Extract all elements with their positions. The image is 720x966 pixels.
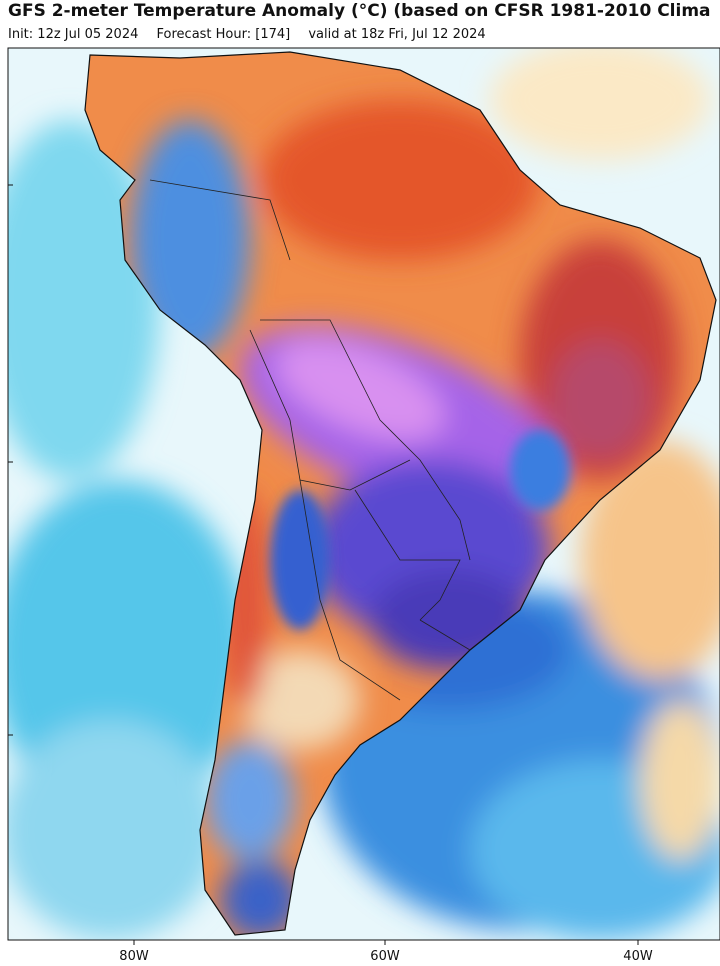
map-title: GFS 2-meter Temperature Anomaly (°C) (ba… <box>8 1 711 21</box>
valid-time: valid at 18z Fri, Jul 12 2024 <box>308 27 486 42</box>
init-time: Init: 12z Jul 05 2024 <box>8 27 139 42</box>
lon-label: 40W <box>623 949 653 964</box>
anomaly-field <box>8 48 720 940</box>
borders <box>149 179 471 701</box>
map-subtitle: Init: 12z Jul 05 2024 Forecast Hour: [17… <box>8 27 500 42</box>
lon-label: 60W <box>370 949 400 964</box>
plot-frame <box>7 47 720 941</box>
coastline <box>84 51 717 936</box>
lon-label: 80W <box>119 949 149 964</box>
lat-ticks <box>8 184 639 945</box>
forecast-hour: Forecast Hour: [174] <box>156 27 291 42</box>
